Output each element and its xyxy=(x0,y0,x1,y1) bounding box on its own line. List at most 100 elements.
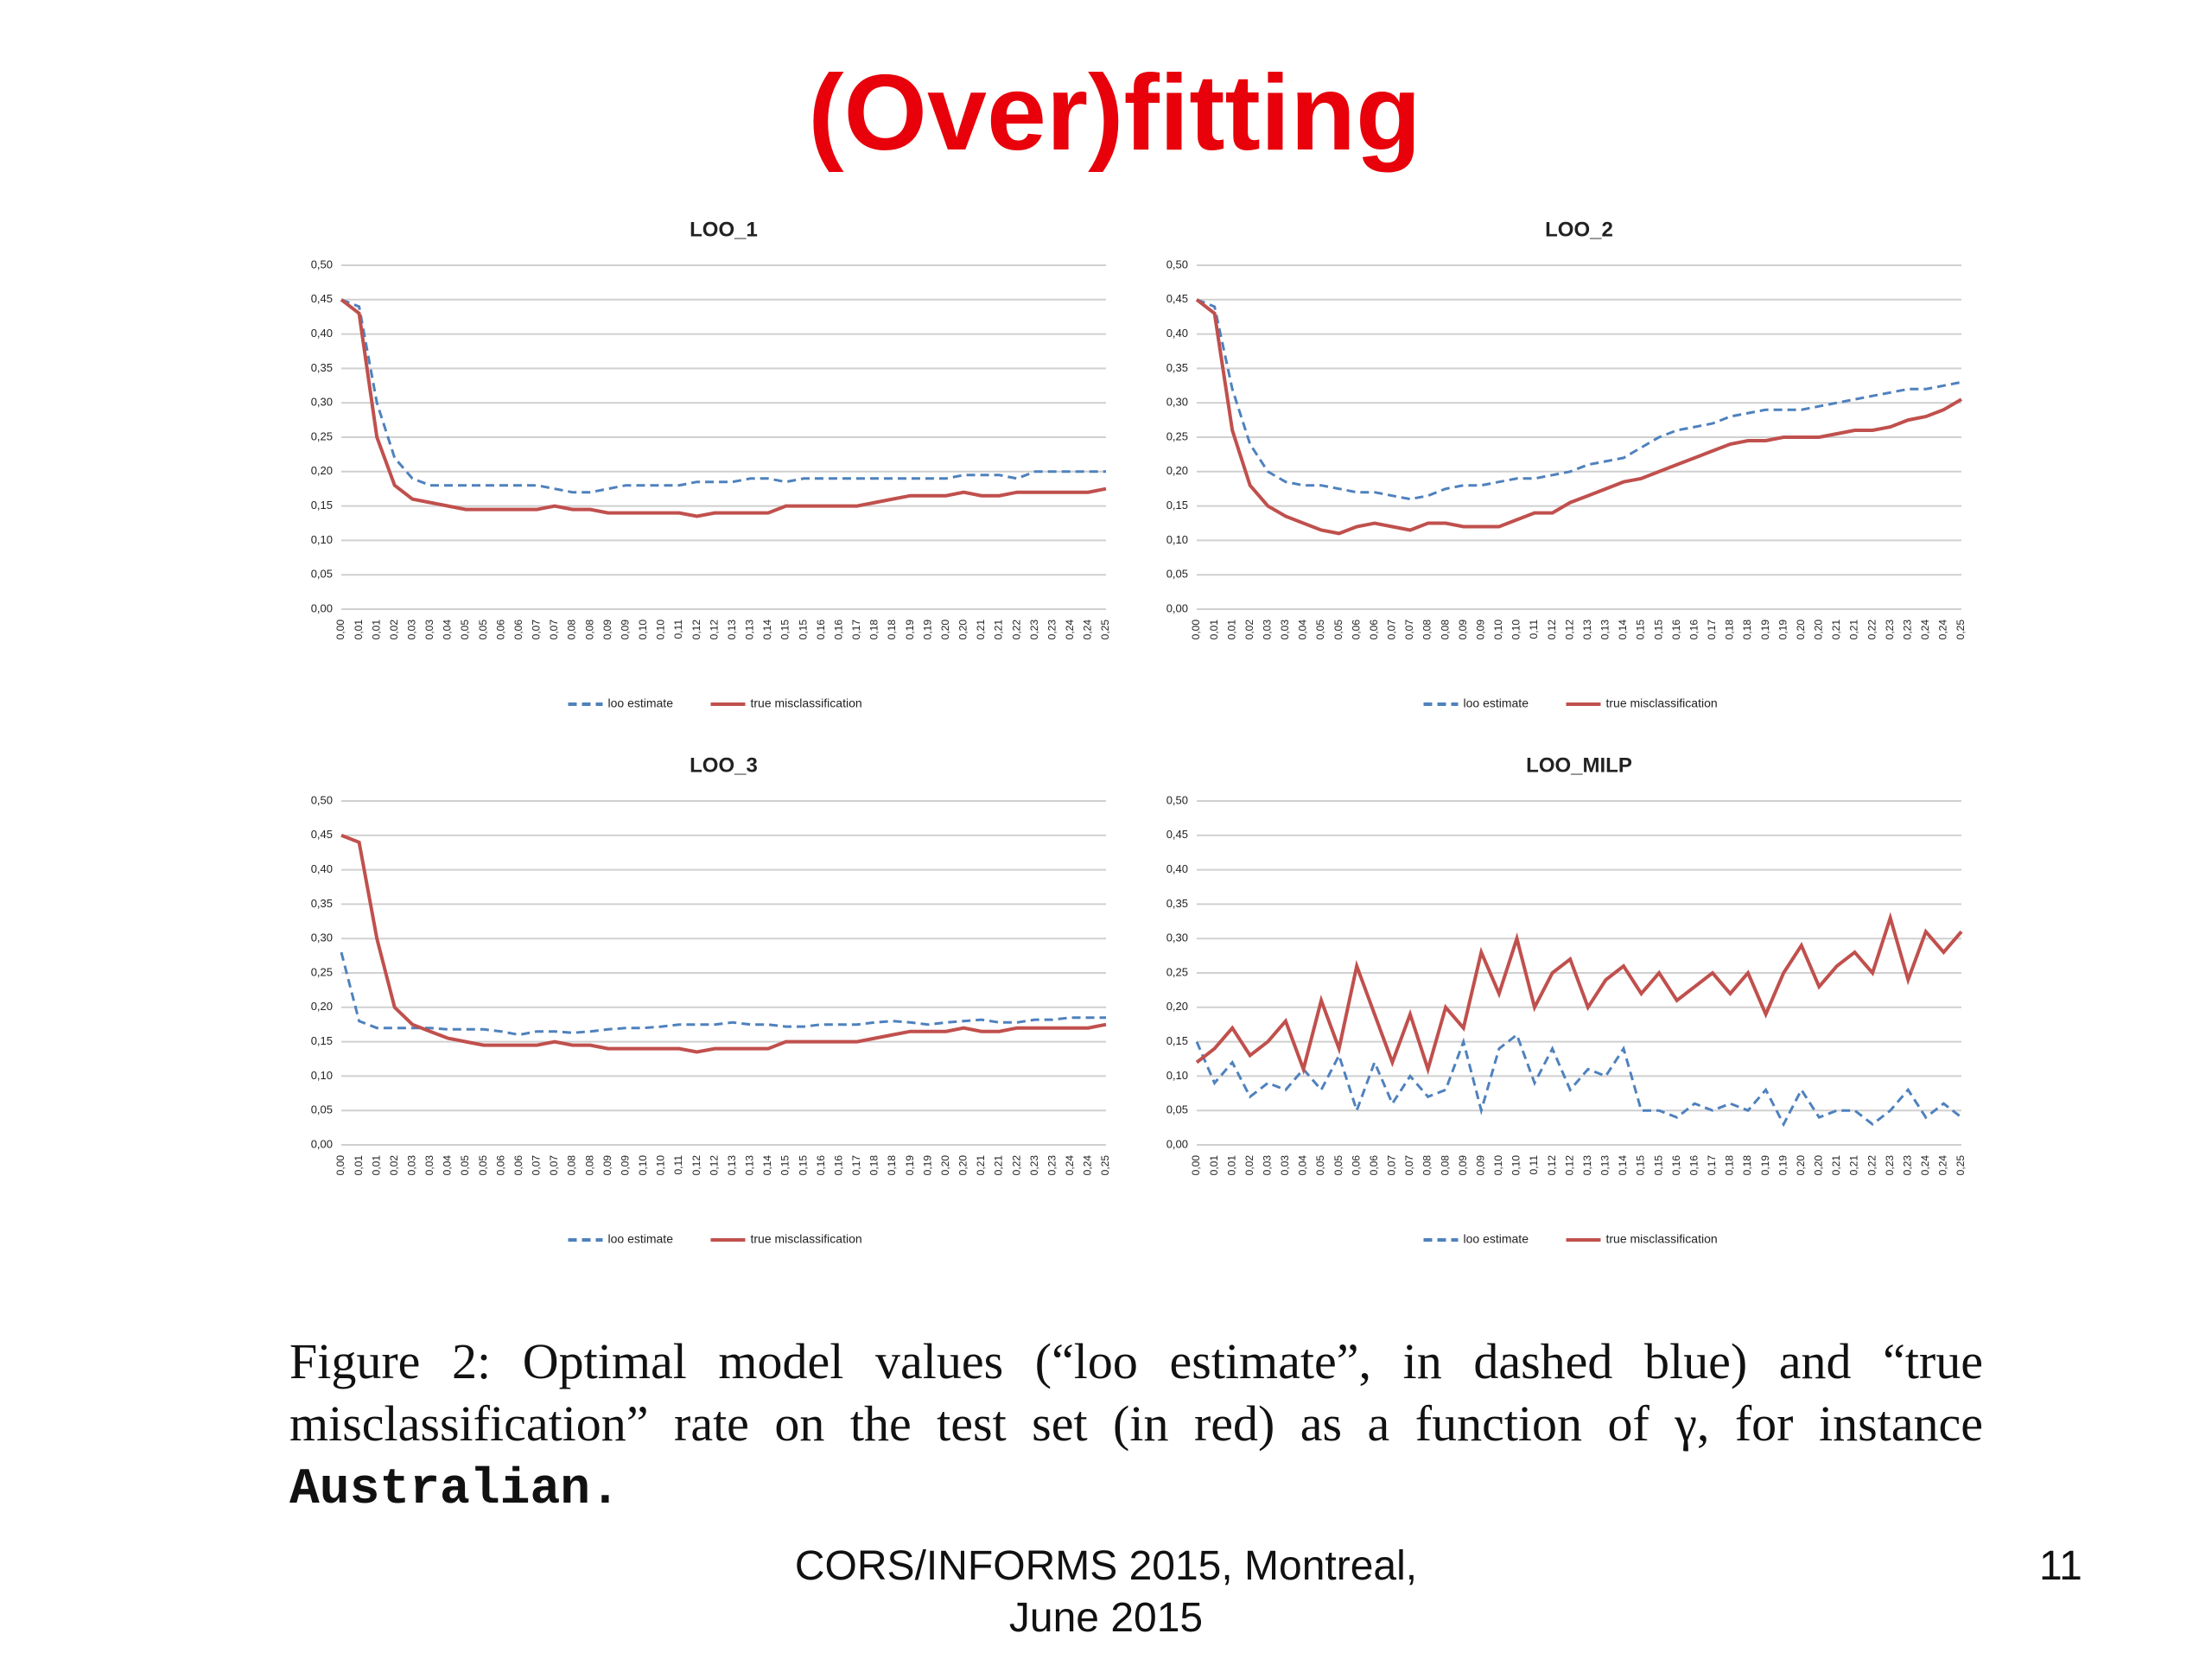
x-tick-label: 0,00 xyxy=(1190,620,1202,640)
x-tick-label: 0,07 xyxy=(1386,620,1398,640)
x-tick-label: 0,21 xyxy=(1848,1155,1860,1176)
x-tick-label: 0,24 xyxy=(1064,1155,1076,1176)
legend-label: loo estimate xyxy=(1464,696,1529,710)
y-tick-label: 0,25 xyxy=(1166,965,1188,978)
legend-label: true misclassification xyxy=(1606,696,1718,710)
x-tick-label: 0,17 xyxy=(850,1155,862,1176)
x-tick-label: 0,23 xyxy=(1901,1155,1913,1176)
x-tick-label: 0,24 xyxy=(1919,1155,1931,1176)
x-tick-label: 0,12 xyxy=(708,620,720,640)
y-tick-label: 0,40 xyxy=(311,862,333,875)
y-tick-label: 0,00 xyxy=(311,601,333,614)
x-tick-label: 0,23 xyxy=(1901,620,1913,640)
x-tick-label: 0,12 xyxy=(1563,1155,1575,1176)
series-line xyxy=(340,951,1106,1037)
x-tick-label: 0,03 xyxy=(1261,1155,1273,1176)
x-tick-label: 0,08 xyxy=(583,1155,595,1176)
y-tick-label: 0,00 xyxy=(311,1137,333,1150)
x-tick-label: 0,06 xyxy=(512,620,524,640)
x-tick-label: 0,03 xyxy=(1261,620,1273,640)
x-tick-label: 0,16 xyxy=(1688,1155,1700,1176)
x-tick-label: 0,25 xyxy=(1955,1155,1967,1176)
y-tick-label: 0,50 xyxy=(311,793,333,806)
x-tick-label: 0,23 xyxy=(1046,620,1058,640)
series-line xyxy=(1195,1033,1962,1128)
footer-line: June 2015 xyxy=(1008,1595,1204,1641)
x-tick-label: 0,01 xyxy=(353,620,365,640)
y-tick-label: 0,25 xyxy=(311,429,333,442)
x-tick-label: 0,16 xyxy=(1688,620,1700,640)
y-tick-label: 0,10 xyxy=(311,1069,333,1082)
y-tick-label: 0,40 xyxy=(311,327,333,340)
y-tick-label: 0,10 xyxy=(311,533,333,546)
x-tick-label: 0,12 xyxy=(690,620,702,640)
x-tick-label: 0,00 xyxy=(334,620,346,640)
x-tick-label: 0,01 xyxy=(1208,620,1220,640)
x-tick-label: 0,09 xyxy=(619,1155,631,1176)
x-tick-label: 0,17 xyxy=(1706,620,1718,640)
x-tick-label: 0,05 xyxy=(459,620,471,640)
y-tick-label: 0,05 xyxy=(311,1103,333,1116)
x-tick-label: 0,16 xyxy=(1670,1155,1682,1176)
x-tick-label: 0,23 xyxy=(1028,620,1040,640)
legend-label: loo estimate xyxy=(608,1232,674,1246)
y-tick-label: 0,05 xyxy=(1166,568,1188,581)
x-tick-label: 0,02 xyxy=(1243,1155,1255,1176)
y-tick-label: 0,20 xyxy=(311,464,333,477)
x-tick-label: 0,10 xyxy=(1510,1155,1522,1176)
x-tick-label: 0,13 xyxy=(744,1155,756,1176)
x-tick-label: 0,11 xyxy=(672,620,684,639)
x-tick-label: 0,17 xyxy=(1706,1155,1718,1176)
chart-title: LOO_MILP xyxy=(1526,753,1632,777)
x-tick-label: 0,02 xyxy=(388,1155,400,1176)
x-tick-label: 0,01 xyxy=(1208,1155,1220,1176)
x-tick-label: 0,21 xyxy=(975,1155,987,1176)
y-tick-label: 0,45 xyxy=(311,292,333,305)
x-tick-label: 0,03 xyxy=(405,620,417,640)
x-tick-label: 0,10 xyxy=(637,1155,649,1176)
x-tick-label: 0,16 xyxy=(815,620,827,640)
series-line xyxy=(340,833,1107,1054)
x-tick-label: 0,12 xyxy=(1546,1155,1558,1176)
x-tick-label: 0,07 xyxy=(1386,1155,1398,1176)
x-tick-label: 0,10 xyxy=(655,620,667,640)
x-tick-label: 0,15 xyxy=(779,1155,791,1176)
x-tick-label: 0,19 xyxy=(921,1155,933,1176)
x-tick-label: 0,11 xyxy=(672,1155,684,1175)
x-tick-label: 0,22 xyxy=(1010,1155,1022,1176)
x-tick-label: 0,13 xyxy=(726,1155,738,1176)
x-tick-label: 0,17 xyxy=(850,620,862,640)
x-tick-label: 0,06 xyxy=(1368,620,1380,640)
y-tick-label: 0,15 xyxy=(1166,1034,1188,1047)
y-tick-label: 0,25 xyxy=(1166,429,1188,442)
x-tick-label: 0,07 xyxy=(1403,1155,1415,1176)
x-tick-label: 0,08 xyxy=(1421,620,1433,640)
x-tick-label: 0,16 xyxy=(832,620,844,640)
x-tick-label: 0,04 xyxy=(1297,1155,1309,1176)
x-tick-label: 0,18 xyxy=(868,1155,880,1176)
x-tick-label: 0,19 xyxy=(1759,1155,1771,1176)
x-tick-label: 0,25 xyxy=(1955,620,1967,640)
x-tick-label: 0,06 xyxy=(1350,620,1362,640)
x-tick-label: 0,08 xyxy=(1421,1155,1433,1176)
x-tick-label: 0,04 xyxy=(442,1155,454,1176)
x-tick-label: 0,09 xyxy=(601,620,613,640)
x-tick-label: 0,19 xyxy=(921,620,933,640)
y-tick-label: 0,15 xyxy=(311,1034,333,1047)
x-tick-label: 0,23 xyxy=(1884,1155,1896,1176)
x-tick-label: 0,10 xyxy=(1492,620,1504,640)
x-tick-label: 0,05 xyxy=(1314,1155,1326,1176)
x-tick-label: 0,21 xyxy=(993,620,1005,640)
x-tick-label: 0,04 xyxy=(442,620,454,640)
x-tick-label: 0,08 xyxy=(1439,1155,1451,1176)
chart-title: LOO_1 xyxy=(690,218,758,241)
x-tick-label: 0,23 xyxy=(1028,1155,1040,1176)
x-tick-label: 0,11 xyxy=(1528,620,1540,639)
x-tick-label: 0,24 xyxy=(1082,620,1094,640)
x-tick-label: 0,06 xyxy=(1368,1155,1380,1176)
y-tick-label: 0,30 xyxy=(1166,931,1188,944)
x-tick-label: 0,18 xyxy=(1741,620,1753,640)
x-tick-label: 0,07 xyxy=(548,620,560,640)
